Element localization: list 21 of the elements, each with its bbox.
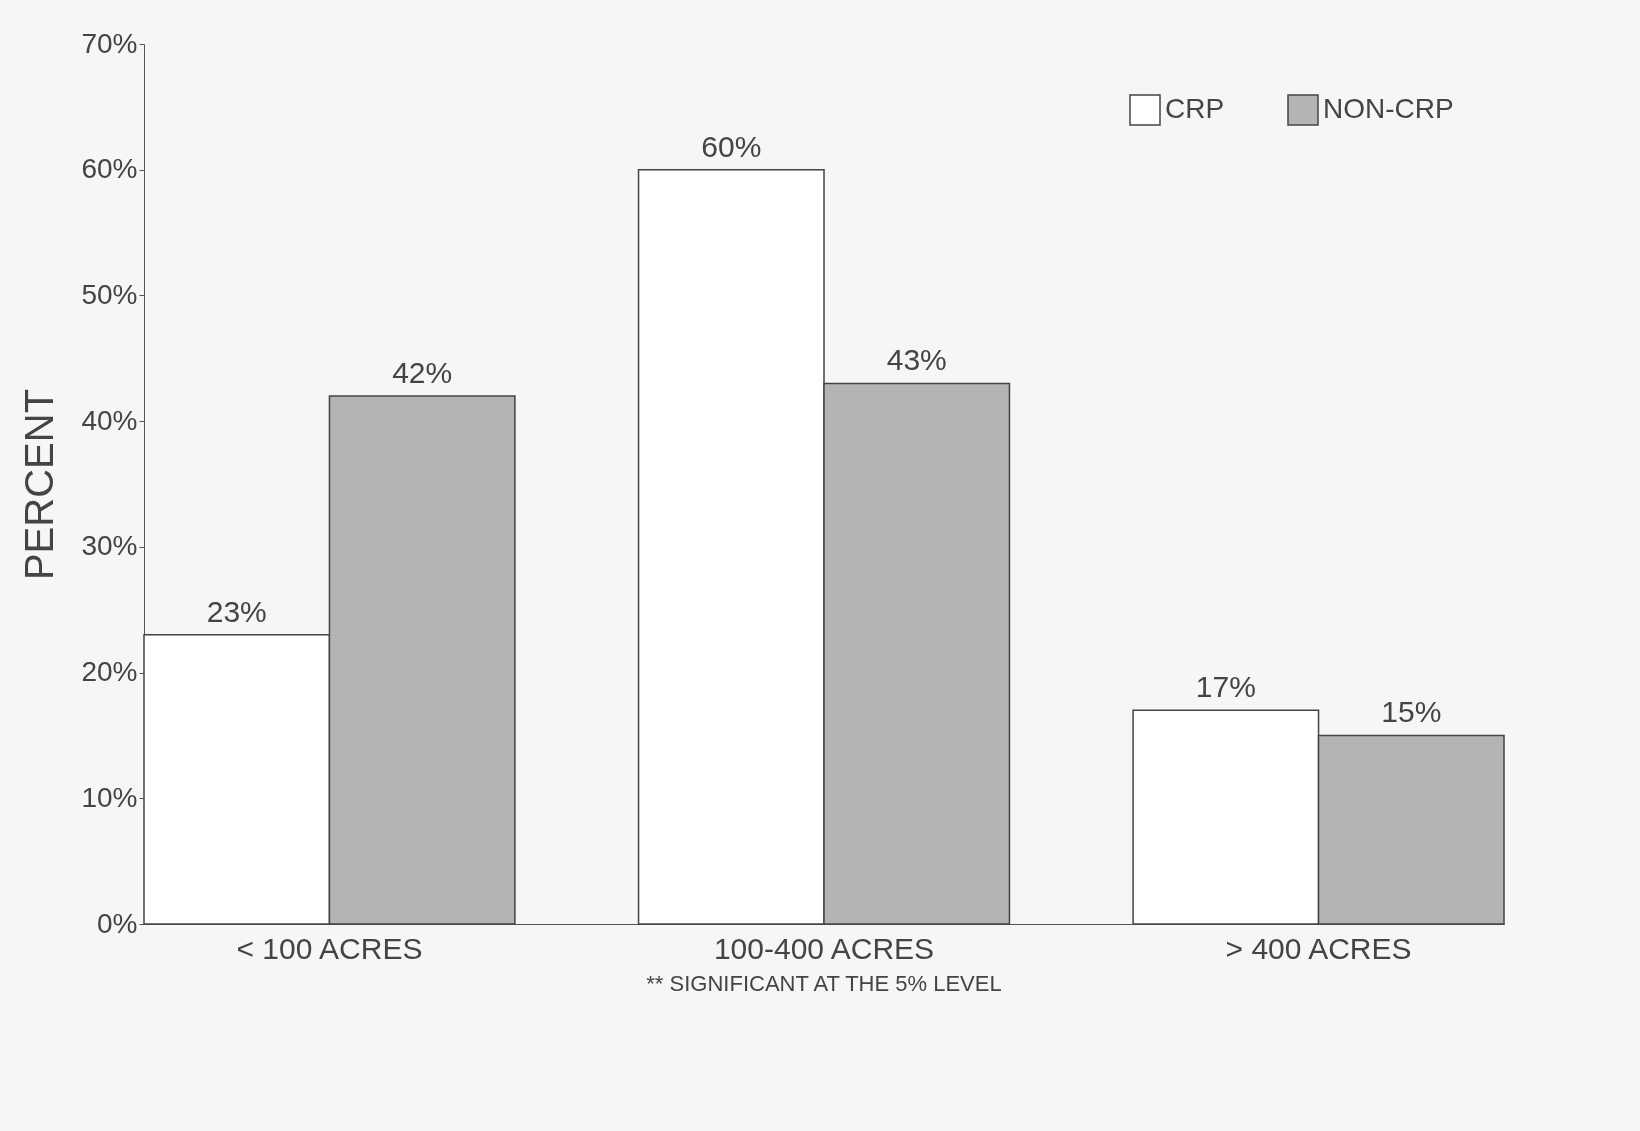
y-axis-title: PERCENT <box>17 388 62 581</box>
x-tick-label: 100-400 ACRES <box>713 931 935 965</box>
data-label: 43% <box>886 343 947 377</box>
y-tick-label: 20% <box>81 656 138 688</box>
data-label: 23% <box>206 594 267 628</box>
data-label: 60% <box>701 129 762 163</box>
y-tick-label: 10% <box>81 781 138 813</box>
legend-label: NON-CRP <box>1323 93 1454 124</box>
legend-label: CRP <box>1165 93 1225 124</box>
text: ** SIGNIFICANT AT THE 5% LEVEL <box>646 971 1002 996</box>
x-tick-label: < 100 ACRES <box>236 931 423 965</box>
y-tick-label: 0% <box>97 907 138 939</box>
y-tick-label: 60% <box>81 153 138 185</box>
y-tick-label: 40% <box>81 404 138 436</box>
y-tick-label: 30% <box>81 530 138 562</box>
data-label: 15% <box>1381 695 1442 729</box>
data-label: 42% <box>392 356 453 389</box>
x-tick-label: > 400 ACRES <box>1225 931 1412 965</box>
y-tick-label: 50% <box>81 278 138 310</box>
data-label: 17% <box>1195 670 1256 704</box>
y-tick-label: 70% <box>81 27 138 59</box>
